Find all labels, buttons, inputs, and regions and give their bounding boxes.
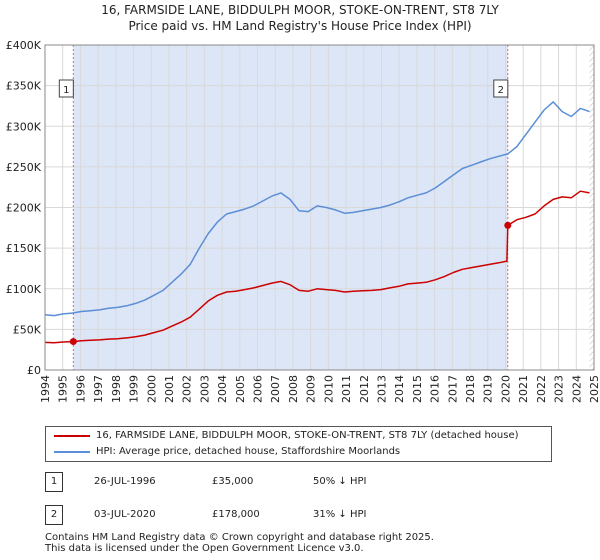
- plot-frame: [44, 44, 595, 371]
- x-tick-label: 2010: [322, 375, 335, 403]
- legend-item-hpi: HPI: Average price, detached house, Staf…: [54, 445, 400, 459]
- x-tick-label: 2024: [570, 375, 583, 403]
- x-tick-label: 2004: [216, 375, 229, 403]
- footer-licence: This data is licensed under the Open Gov…: [45, 543, 364, 554]
- y-tick-label: £350K: [6, 80, 42, 93]
- x-tick-label: 2012: [358, 375, 371, 403]
- transaction-marker: 1: [45, 472, 63, 492]
- x-tick-label: 2021: [517, 375, 530, 403]
- x-tick-label: 2011: [340, 375, 353, 403]
- legend: 16, FARMSIDE LANE, BIDDULPH MOOR, STOKE-…: [45, 426, 552, 462]
- transaction-marker: 2: [45, 505, 63, 525]
- x-tick-label: 2020: [499, 375, 512, 403]
- legend-hpi-swatch: [54, 451, 90, 453]
- transaction-price: £35,000: [212, 476, 254, 487]
- x-tick-label: 2019: [482, 375, 495, 403]
- legend-price-label: 16, FARMSIDE LANE, BIDDULPH MOOR, STOKE-…: [96, 430, 519, 441]
- y-tick-label: £100K: [6, 283, 42, 296]
- transaction-date: 03-JUL-2020: [94, 509, 156, 520]
- x-tick-label: 2022: [535, 375, 548, 403]
- y-tick-label: £150K: [6, 242, 42, 255]
- x-tick-label: 2017: [446, 375, 459, 403]
- legend-hpi-label: HPI: Average price, detached house, Staf…: [96, 446, 401, 457]
- y-tick-label: £400K: [6, 39, 42, 52]
- x-tick-label: 1994: [39, 375, 52, 403]
- x-tick-label: 2003: [198, 375, 211, 403]
- x-tick-label: 2018: [464, 375, 477, 403]
- sale-label-box: [493, 79, 509, 98]
- chart-subtitle: Price paid vs. HM Land Registry's House …: [128, 19, 472, 33]
- x-tick-label: 2015: [411, 375, 424, 403]
- y-tick-label: £250K: [6, 161, 42, 174]
- x-tick-label: 2009: [305, 375, 318, 403]
- transaction-date: 26-JUL-1996: [94, 476, 156, 487]
- x-tick-label: 2002: [181, 375, 194, 403]
- transaction-hpi-diff: 31% ↓ HPI: [313, 509, 367, 520]
- sale-label: 2: [498, 85, 504, 96]
- x-tick-label: 2014: [393, 375, 406, 403]
- price-paid-line: [44, 190, 590, 344]
- x-tick-label: 1995: [57, 375, 70, 403]
- y-tick-label: £200K: [6, 202, 42, 215]
- x-tick-label: 1998: [110, 375, 123, 403]
- x-tick-label: 2001: [163, 375, 176, 403]
- x-tick-label: 2016: [429, 375, 442, 403]
- x-tick-label: 2000: [145, 375, 158, 403]
- legend-item-price: 16, FARMSIDE LANE, BIDDULPH MOOR, STOKE-…: [54, 429, 519, 443]
- x-tick-label: 2005: [234, 375, 247, 403]
- x-tick-label: 2008: [287, 375, 300, 403]
- price-chart: £0 £50K £100K £150K £200K £250K £300K £350K £400…: [6, 39, 600, 403]
- y-tick-label: £0: [27, 364, 41, 377]
- x-tick-label: 2013: [375, 375, 388, 403]
- y-tick-label: £50K: [13, 323, 42, 336]
- transaction-price: £178,000: [212, 509, 260, 520]
- hpi-line: [44, 101, 590, 317]
- transaction-hpi-diff: 50% ↓ HPI: [313, 476, 367, 487]
- y-tick-label: £300K: [6, 120, 42, 133]
- x-tick-label: 2025: [588, 375, 600, 403]
- sale-label-box: [58, 79, 74, 98]
- x-tick-label: 2007: [269, 375, 282, 403]
- x-tick-label: 1997: [92, 375, 105, 403]
- chart-title: 16, FARMSIDE LANE, BIDDULPH MOOR, STOKE-…: [101, 3, 499, 17]
- footer: Contains HM Land Registry data © Crown c…: [45, 532, 434, 554]
- x-tick-label: 1996: [74, 375, 87, 403]
- footer-copyright: Contains HM Land Registry data © Crown c…: [45, 532, 434, 543]
- legend-price-swatch: [54, 435, 90, 437]
- x-tick-label: 2023: [553, 375, 566, 403]
- x-tick-label: 1999: [128, 375, 141, 403]
- sale-label: 1: [63, 85, 69, 96]
- sale-point: [504, 221, 512, 229]
- x-tick-label: 2006: [252, 375, 265, 403]
- sale-point: [69, 338, 77, 346]
